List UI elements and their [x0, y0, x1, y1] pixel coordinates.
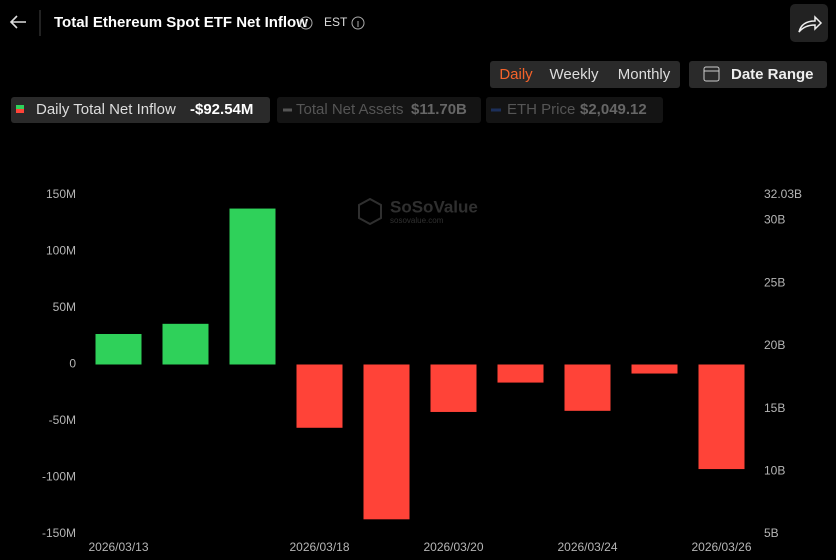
date-range-label: Date Range — [731, 66, 814, 83]
legend-value: $11.70B — [411, 101, 467, 118]
legend-value: $2,049.12 — [580, 101, 647, 118]
tab-group — [490, 61, 680, 88]
legend-label: ETH Price — [507, 101, 575, 118]
legend-item[interactable]: Daily Total Net Inflow -$92.54M — [11, 97, 270, 123]
tab[interactable]: Monthly — [618, 66, 671, 83]
bar — [296, 364, 343, 428]
legend-label: Daily Total Net Inflow — [36, 101, 176, 118]
bar — [95, 333, 142, 365]
y-tick-label: -150M — [42, 526, 76, 540]
plot: -150M -100M -50M 0 50M 100M 150M 5B 10B 15B 20B 25B… — [42, 187, 802, 554]
bar — [229, 208, 276, 365]
bar — [564, 364, 611, 411]
legend-value: -$92.54M — [190, 101, 253, 118]
page-title: Total Ethereum Spot ETF Net Inflow — [54, 14, 308, 31]
y-tick-label: 150M — [46, 187, 76, 201]
y2-tick-label: 10B — [764, 463, 785, 477]
y2-tick-label: 30B — [764, 213, 785, 227]
bar — [631, 364, 678, 374]
y2-tick-label: 5B — [764, 526, 779, 540]
tab[interactable]: Daily — [499, 66, 533, 83]
y-tick-label: -100M — [42, 470, 76, 484]
tab[interactable]: Weekly — [550, 66, 599, 83]
info-icon[interactable] — [351, 16, 365, 30]
y2-tick-label: 15B — [764, 401, 785, 415]
x-tick-label: 2026/03/24 — [557, 540, 617, 554]
y-tick-label: 100M — [46, 244, 76, 258]
legend-label: Total Net Assets — [296, 101, 404, 118]
back-button[interactable] — [9, 15, 26, 29]
watermark-brand: SoSoValue — [390, 197, 478, 216]
share-button[interactable] — [790, 4, 828, 42]
watermark: SoSoValue sosovalue.com — [358, 197, 478, 226]
bar — [497, 364, 544, 383]
legend-item[interactable]: Total Net Assets $11.70B — [277, 97, 481, 123]
x-tick-label: 2026/03/20 — [423, 540, 483, 554]
y-tick-label: 50M — [53, 300, 76, 314]
x-tick-label: 2026/03/18 — [289, 540, 349, 554]
info-icon[interactable] — [299, 16, 313, 30]
watermark-url: sosovalue.com — [390, 216, 444, 225]
x-tick-label: 2026/03/26 — [691, 540, 751, 554]
y2-tick-label: 25B — [764, 275, 785, 289]
bar — [698, 364, 745, 470]
y-tick-label: -50M — [49, 413, 76, 427]
date-range-button[interactable]: Date Range — [689, 61, 827, 88]
y2-tick-label: 32.03B — [764, 187, 802, 201]
bar — [430, 364, 477, 412]
x-tick-label: 2026/03/13 — [88, 540, 148, 554]
timezone: EST — [324, 15, 348, 29]
y-tick-label: 0 — [69, 357, 76, 371]
bar — [363, 364, 410, 520]
y2-tick-label: 20B — [764, 338, 785, 352]
legend-item[interactable]: ETH Price $2,049.12 — [486, 97, 663, 123]
bar — [162, 323, 209, 365]
